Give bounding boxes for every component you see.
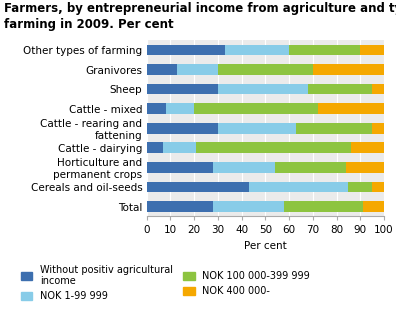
Bar [225, 44, 289, 55]
Bar [372, 123, 384, 133]
Bar [372, 182, 384, 192]
X-axis label: Per cent: Per cent [244, 241, 287, 251]
Bar [218, 84, 308, 95]
Text: Farmers, by entrepreneurial income from agriculture and type of
farming in 2009.: Farmers, by entrepreneurial income from … [4, 2, 396, 31]
Bar [147, 103, 166, 114]
Bar [351, 142, 384, 153]
Legend: Without positiv agricultural
income, NOK 1-99 999, NOK 100 000-399 999, NOK 400 : Without positiv agricultural income, NOK… [21, 265, 310, 301]
Bar [360, 44, 384, 55]
Bar [289, 44, 360, 55]
Bar [166, 103, 194, 114]
Bar [196, 142, 351, 153]
Bar [213, 201, 284, 212]
Bar [147, 84, 218, 95]
Bar [163, 142, 196, 153]
Bar [147, 142, 163, 153]
Bar [147, 162, 213, 173]
Bar [296, 123, 372, 133]
Bar [346, 162, 384, 173]
Bar [313, 64, 384, 75]
Bar [284, 201, 363, 212]
Bar [308, 84, 372, 95]
Bar [147, 123, 218, 133]
Bar [363, 201, 384, 212]
Bar [147, 182, 249, 192]
Bar [249, 182, 348, 192]
Bar [147, 44, 225, 55]
Bar [218, 64, 313, 75]
Bar [372, 84, 384, 95]
Bar [318, 103, 384, 114]
Bar [275, 162, 346, 173]
Bar [348, 182, 372, 192]
Bar [147, 201, 213, 212]
Bar [177, 64, 218, 75]
Bar [194, 103, 318, 114]
Bar [213, 162, 275, 173]
Bar [147, 64, 177, 75]
Bar [218, 123, 296, 133]
